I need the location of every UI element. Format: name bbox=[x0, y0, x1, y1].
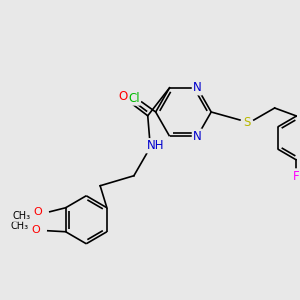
Text: CH₃: CH₃ bbox=[11, 221, 29, 231]
Text: S: S bbox=[243, 116, 250, 128]
Text: NH: NH bbox=[147, 139, 164, 152]
Text: N: N bbox=[193, 130, 202, 143]
Text: Cl: Cl bbox=[128, 92, 140, 104]
Text: N: N bbox=[193, 81, 202, 94]
Text: F: F bbox=[293, 169, 300, 182]
Text: CH₃: CH₃ bbox=[13, 211, 31, 221]
Text: O: O bbox=[118, 90, 128, 103]
Text: O: O bbox=[33, 207, 42, 217]
Text: O: O bbox=[31, 225, 40, 235]
